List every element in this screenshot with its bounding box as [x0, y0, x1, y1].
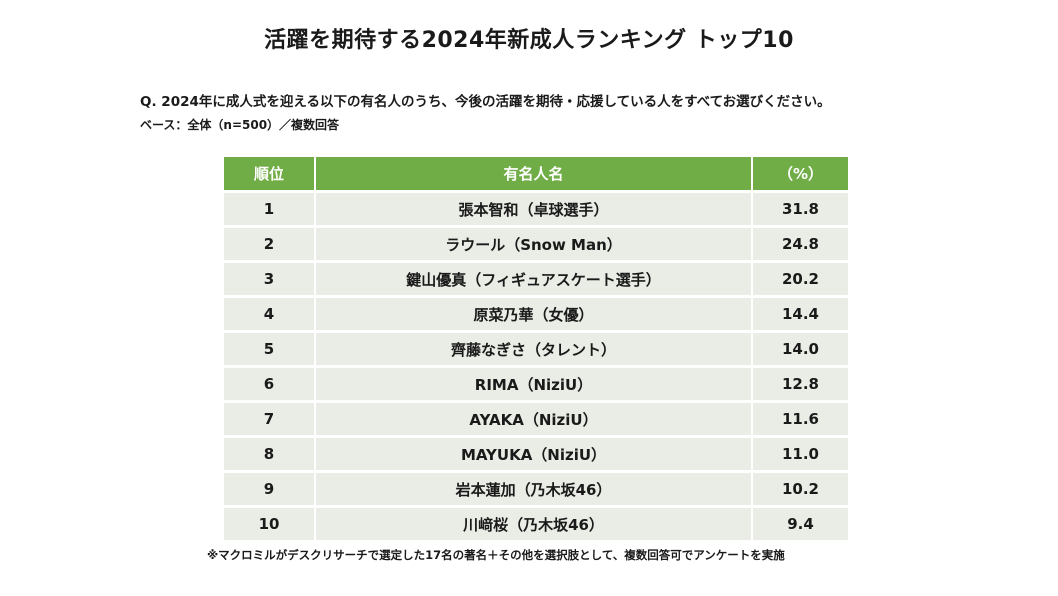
percent-cell: 10.2 [753, 473, 848, 505]
name-cell: 齊藤なぎさ（タレント） [316, 333, 753, 365]
name-cell: MAYUKA（NiziU） [316, 438, 753, 470]
name-cell: 岩本蓮加（乃木坂46） [316, 473, 753, 505]
table-row: 8 MAYUKA（NiziU） 11.0 [224, 438, 848, 470]
percent-cell: 31.8 [753, 193, 848, 225]
name-cell: 川﨑桜（乃木坂46） [316, 508, 753, 540]
name-cell: ラウール（Snow Man） [316, 228, 753, 260]
table-row: 3 鍵山優真（フィギュアスケート選手） 20.2 [224, 263, 848, 295]
name-cell: RIMA（NiziU） [316, 368, 753, 400]
survey-question: Q. 2024年に成人式を迎える以下の有名人のうち、今後の活躍を期待・応援してい… [140, 94, 831, 110]
percent-cell: 11.6 [753, 403, 848, 435]
name-cell: 張本智和（卓球選手） [316, 193, 753, 225]
rank-cell: 4 [224, 298, 316, 330]
header-name: 有名人名 [316, 157, 753, 190]
name-cell: AYAKA（NiziU） [316, 403, 753, 435]
percent-cell: 12.8 [753, 368, 848, 400]
name-cell: 原菜乃華（女優） [316, 298, 753, 330]
rank-cell: 3 [224, 263, 316, 295]
table-row: 1 張本智和（卓球選手） 31.8 [224, 193, 848, 225]
table-row: 7 AYAKA（NiziU） 11.6 [224, 403, 848, 435]
table-row: 10 川﨑桜（乃木坂46） 9.4 [224, 508, 848, 540]
rank-cell: 5 [224, 333, 316, 365]
percent-cell: 24.8 [753, 228, 848, 260]
table-header-row: 順位 有名人名 （%） [224, 157, 848, 190]
percent-cell: 20.2 [753, 263, 848, 295]
header-percent: （%） [753, 157, 848, 190]
name-cell: 鍵山優真（フィギュアスケート選手） [316, 263, 753, 295]
footnote: ※マクロミルがデスクリサーチで選定した17名の著名＋その他を選択肢として、複数回… [207, 548, 785, 562]
rank-cell: 1 [224, 193, 316, 225]
table-body: 1 張本智和（卓球選手） 31.8 2 ラウール（Snow Man） 24.8 3 鍵山優真（… [224, 193, 848, 540]
table-row: 4 原菜乃華（女優） 14.4 [224, 298, 848, 330]
rank-cell: 8 [224, 438, 316, 470]
table-row: 5 齊藤なぎさ（タレント） 14.0 [224, 333, 848, 365]
rank-cell: 10 [224, 508, 316, 540]
percent-cell: 9.4 [753, 508, 848, 540]
rank-cell: 6 [224, 368, 316, 400]
base-note: ベース：全体（n=500）／複数回答 [140, 118, 340, 132]
page-title: 活躍を期待する2024年新成人ランキング トップ10 [264, 28, 794, 53]
table-row: 6 RIMA（NiziU） 12.8 [224, 368, 848, 400]
percent-cell: 14.4 [753, 298, 848, 330]
percent-cell: 14.0 [753, 333, 848, 365]
table-row: 2 ラウール（Snow Man） 24.8 [224, 228, 848, 260]
rank-cell: 2 [224, 228, 316, 260]
percent-cell: 11.0 [753, 438, 848, 470]
header-rank: 順位 [224, 157, 316, 190]
ranking-table: 順位 有名人名 （%） 1 張本智和（卓球選手） 31.8 2 ラウール（Snow Ma… [224, 154, 848, 543]
table-row: 9 岩本蓮加（乃木坂46） 10.2 [224, 473, 848, 505]
rank-cell: 9 [224, 473, 316, 505]
rank-cell: 7 [224, 403, 316, 435]
